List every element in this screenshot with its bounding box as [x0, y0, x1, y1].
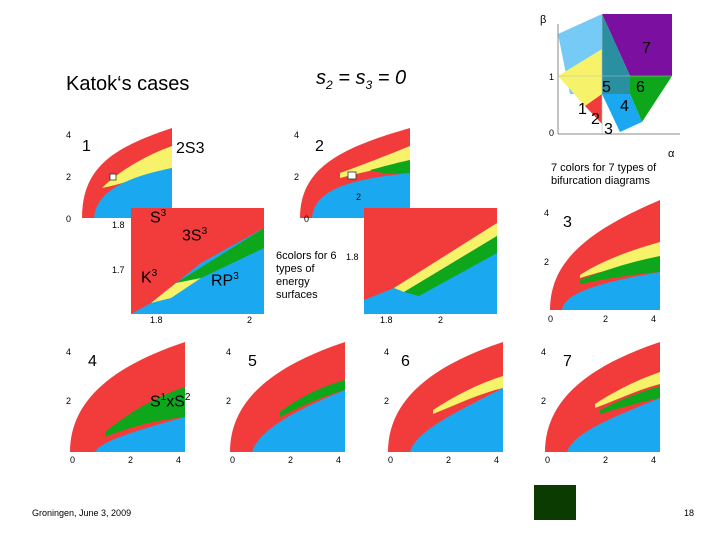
- plot-4-ytick-4: 4: [66, 347, 72, 357]
- plot-5-ytick-2: 2: [226, 396, 232, 406]
- triangle-tick-0: 0: [549, 128, 555, 138]
- region-2: 2: [591, 111, 600, 128]
- s3-text: S: [150, 209, 161, 227]
- 3s3-sup: 3: [201, 226, 208, 237]
- note-left: 6colors for 6 types of energy surfaces: [276, 250, 337, 301]
- zoom-a: [131, 208, 264, 314]
- region-1: 1: [578, 101, 587, 118]
- s1xs2-b: xS: [166, 393, 185, 411]
- plot-3-ytick-2: 2: [544, 257, 550, 267]
- k3-sup: 3: [151, 268, 158, 279]
- plot-6: [388, 342, 503, 452]
- plot-3-label: 3: [563, 214, 572, 231]
- zoom-b-ytick-2: 1.8: [346, 252, 359, 262]
- plot-1-ytick-0: 0: [66, 214, 72, 224]
- plot-3-ytick-4: 4: [544, 208, 550, 218]
- dark-green-box: [534, 485, 576, 520]
- slide-title: Katok‘s cases: [66, 73, 190, 95]
- k3-text: K: [141, 269, 152, 287]
- plot-1-ytick-2: 2: [66, 172, 72, 182]
- plot-4-xtick-0: 0: [70, 455, 76, 465]
- zoom-a-ytick-2: 1.7: [112, 265, 125, 275]
- region-6: 6: [636, 79, 645, 96]
- plot-5-xtick-0: 0: [230, 455, 236, 465]
- plot-6-xtick-0: 0: [388, 455, 394, 465]
- plot-4-xtick-4: 4: [176, 455, 182, 465]
- zoom-a-label-k3: K3: [141, 268, 157, 287]
- rp3-text: RP: [211, 272, 234, 290]
- zoom-b-xtick-2: 2: [438, 315, 444, 325]
- plot-2-ytick-2: 2: [294, 172, 300, 182]
- plot-1-ytick-4: 4: [66, 130, 72, 140]
- plot-2-ytick-0: 0: [304, 214, 310, 224]
- plot-1: [82, 128, 172, 218]
- footer-text: Groningen, June 3, 2009: [32, 508, 132, 518]
- rp3-sup: 3: [233, 271, 239, 282]
- plot-4-label: 4: [88, 353, 97, 370]
- zoom-a-label-3s3: 3S3: [182, 226, 207, 245]
- page-number: 18: [684, 508, 695, 518]
- plot-7: [545, 342, 660, 452]
- plot-6-label: 6: [401, 353, 410, 370]
- plot-7-ytick-2: 2: [541, 396, 547, 406]
- plot-4-ytick-2: 2: [66, 396, 72, 406]
- plot-1-extra: 2S3: [176, 140, 205, 157]
- plot-7-label: 7: [563, 353, 572, 370]
- plot-1-label: 1: [82, 138, 91, 155]
- plot-5-xtick-4: 4: [336, 455, 342, 465]
- plot-4-xtick-2: 2: [128, 455, 134, 465]
- s1xs2-a: S: [150, 393, 161, 411]
- plot-2: [300, 128, 410, 218]
- subtitle-sub: 2: [326, 78, 333, 92]
- plot-3-xtick-2: 2: [603, 314, 609, 324]
- alpha-label: α: [668, 148, 675, 160]
- zoom-a-label-rp3: RP3: [211, 271, 239, 290]
- bifurcation-triangle: [557, 14, 680, 135]
- zoom-a-label-s3: S3: [150, 208, 166, 227]
- plot-5: [230, 342, 345, 452]
- zoom-a-ytick-1: 1.8: [112, 220, 125, 230]
- zoom-a-xtick-1: 1.8: [150, 315, 163, 325]
- zoom-b-xtick-1: 1.8: [380, 315, 393, 325]
- plot-3-xtick-0: 0: [548, 314, 554, 324]
- plot-6-xtick-4: 4: [494, 455, 500, 465]
- s1xs2-sup2: 2: [184, 392, 191, 403]
- beta-label: β: [540, 14, 547, 26]
- plot-4: [70, 342, 185, 452]
- region-3: 3: [604, 121, 613, 138]
- subtitle-s: s: [316, 67, 326, 89]
- plot-6-ytick-2: 2: [384, 396, 390, 406]
- plot-5-xtick-2: 2: [288, 455, 294, 465]
- plot-5-label: 5: [248, 353, 257, 370]
- triangle-tick-1: 1: [549, 72, 555, 82]
- plot-7-xtick-2: 2: [603, 455, 609, 465]
- plot-3: [550, 200, 660, 310]
- plot-3-xtick-4: 4: [651, 314, 657, 324]
- region-7: 7: [642, 40, 651, 57]
- subtitle-eq: = s: [332, 67, 366, 89]
- plot-7-xtick-0: 0: [545, 455, 551, 465]
- zoom-a-xtick-2: 2: [247, 315, 253, 325]
- plot-6-xtick-2: 2: [446, 455, 452, 465]
- slide-subtitle: s2 = s3 = 0: [316, 67, 406, 92]
- zoom-b: [364, 208, 497, 314]
- plot-2-label: 2: [315, 138, 324, 155]
- plot-5-ytick-4: 4: [226, 347, 232, 357]
- subtitle-tail: = 0: [372, 67, 407, 89]
- region-5: 5: [602, 79, 611, 96]
- plot-7-ytick-4: 4: [541, 347, 547, 357]
- plot-7-xtick-4: 4: [651, 455, 657, 465]
- plot-6-ytick-4: 4: [384, 347, 390, 357]
- note-right: 7 colors for 7 types of bifurcation diag…: [551, 162, 657, 187]
- 3s3-text: 3S: [182, 227, 202, 245]
- s1xs2-sup1: 1: [160, 392, 167, 403]
- region-4: 4: [620, 98, 629, 115]
- subtitle-sub3: 3: [365, 78, 373, 92]
- zoom-b-ytick-1: 2: [356, 192, 362, 202]
- s3-sup: 3: [160, 208, 167, 219]
- plot-2-ytick-4: 4: [294, 130, 300, 140]
- plot-4-extra: S1xS2: [150, 392, 190, 411]
